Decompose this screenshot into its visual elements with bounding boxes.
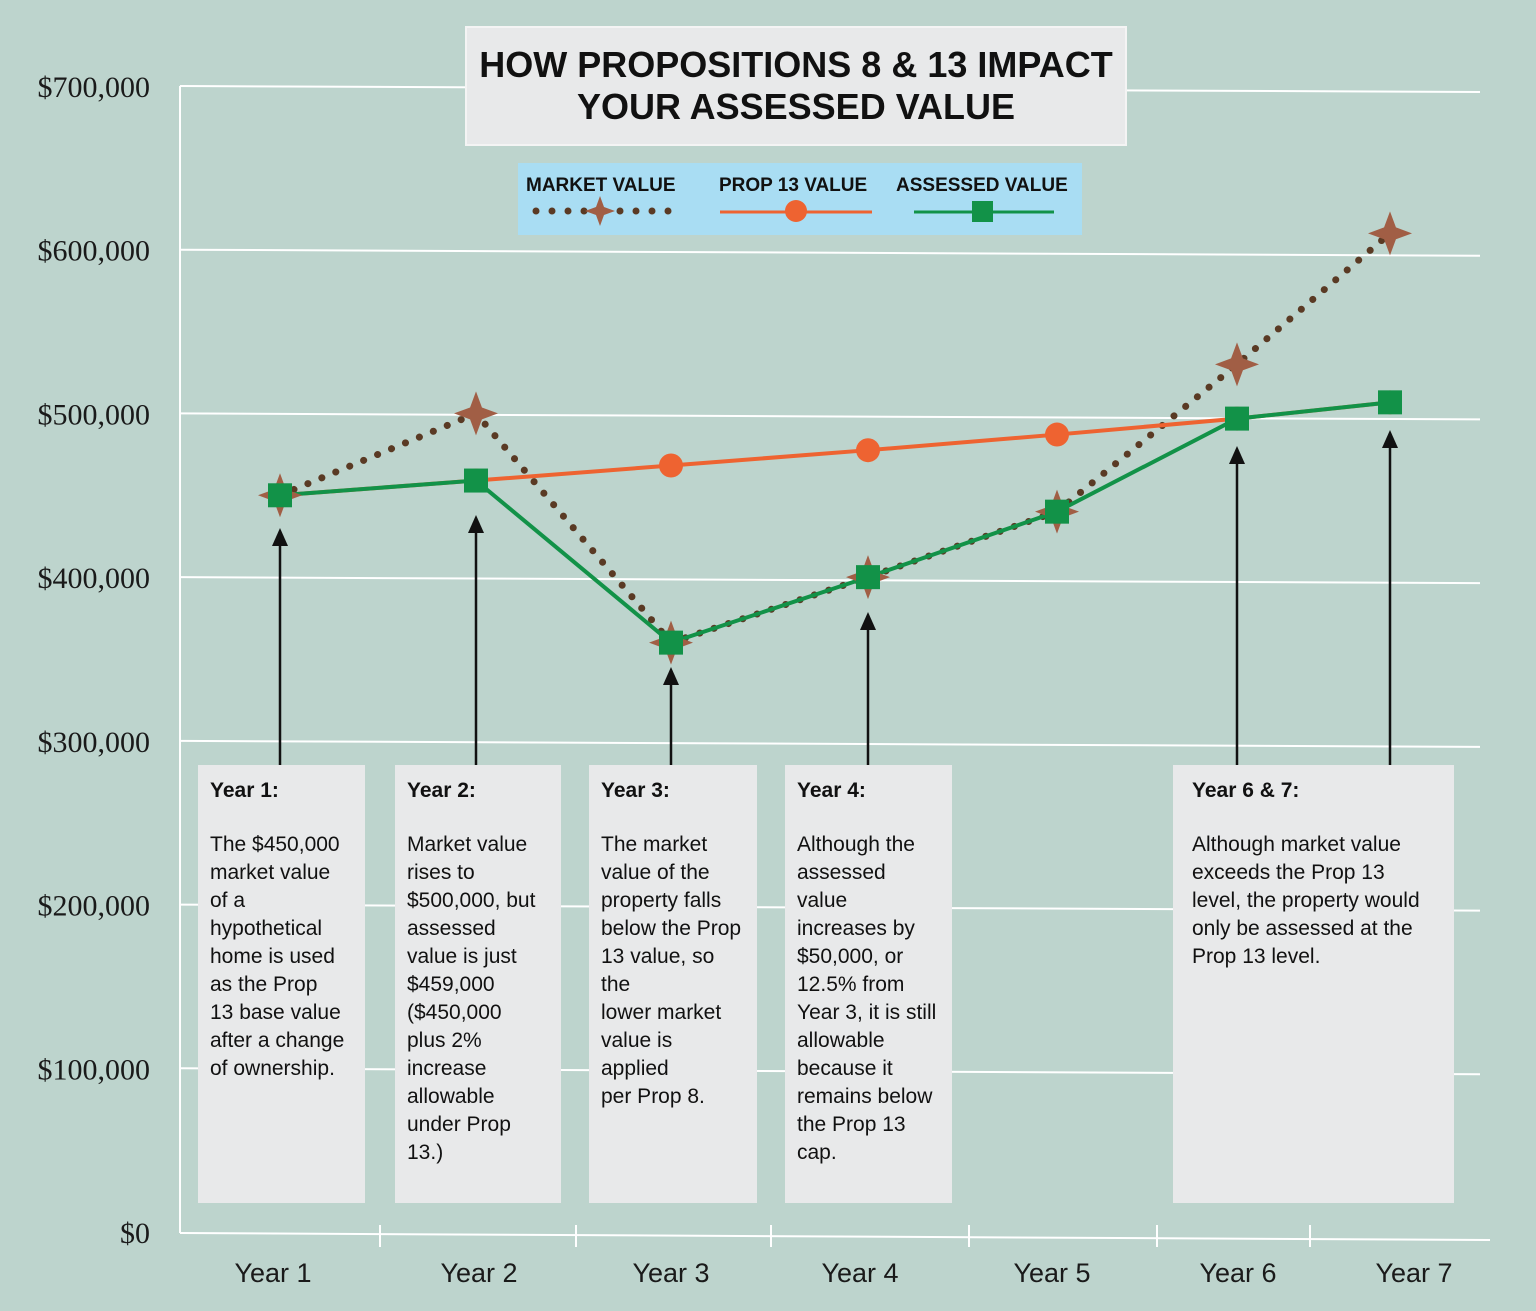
x-tick-label: Year 7 — [1375, 1258, 1452, 1288]
note-heading: Year 6 & 7: — [1192, 779, 1300, 802]
arrowhead-icon — [1229, 446, 1245, 464]
assessed-point — [659, 630, 683, 655]
legend-label-prop13: PROP 13 VALUE — [719, 175, 868, 196]
assessed-point — [1225, 406, 1249, 431]
y-tick-label: $400,000 — [38, 562, 151, 595]
assessed-point — [464, 468, 488, 493]
note-heading: Year 1: — [210, 779, 279, 802]
note-body: Market value rises to $500,000, but asse… — [407, 833, 536, 1164]
square-icon — [972, 201, 993, 222]
gridline — [179, 739, 1481, 748]
note-heading: Year 2: — [407, 779, 476, 802]
legend: MARKET VALUE PROP 13 VALUE ASSESSED VALU… — [518, 163, 1082, 235]
note-body: Although market value exceeds the Prop 1… — [1192, 833, 1420, 968]
x-axis — [179, 1232, 1491, 1241]
title-line-1: HOW PROPOSITIONS 8 & 13 IMPACT — [479, 44, 1113, 85]
y-tick-label: $500,000 — [38, 398, 151, 431]
market-point — [1368, 211, 1412, 256]
note-year-3: Year 3: The market value of the property… — [589, 765, 757, 1203]
note-body: Although the assessed value increases by… — [797, 833, 937, 1164]
prop13-point — [1045, 422, 1069, 447]
title-line-2: YOUR ASSESSED VALUE — [576, 86, 1016, 127]
note-year-4: Year 4: Although the assessed value incr… — [785, 765, 952, 1203]
chart-title: HOW PROPOSITIONS 8 & 13 IMPACT YOUR ASSE… — [465, 26, 1127, 146]
assessed-point — [268, 483, 292, 508]
gridline — [179, 576, 1481, 585]
x-tick-label: Year 6 — [1199, 1258, 1276, 1288]
series — [258, 211, 1412, 665]
legend-swatch-assessed — [914, 201, 1054, 222]
y-axis-ticks: $0 $100,000 $200,000 $300,000 $400,000 $500,0… — [38, 71, 151, 1250]
x-tick-label: Year 4 — [821, 1258, 898, 1288]
legend-swatches — [532, 196, 1054, 226]
series-line-assessed — [279, 400, 1391, 645]
y-tick-label: $600,000 — [38, 235, 151, 268]
assessed-point — [1378, 390, 1402, 415]
legend-swatch-prop13 — [720, 200, 872, 222]
prop13-point — [659, 453, 683, 478]
assessed-point — [1045, 499, 1069, 524]
axes — [179, 86, 1491, 1247]
legend-label-market: MARKET VALUE — [526, 175, 676, 196]
x-axis-ticks: Year 1 Year 2 Year 3 Year 4 Year 5 Year 6 Year… — [234, 1258, 1452, 1288]
legend-label-assessed: ASSESSED VALUE — [896, 175, 1068, 196]
x-tick-label: Year 3 — [632, 1258, 709, 1288]
star-icon — [585, 196, 615, 226]
arrowhead-icon — [272, 528, 288, 546]
gridline — [179, 412, 1481, 421]
note-year-2: Year 2: Market value rises to $500,000, … — [395, 765, 561, 1203]
y-tick-label: $200,000 — [38, 890, 151, 923]
legend-swatch-market — [532, 196, 672, 226]
gridline — [179, 248, 1481, 257]
callout-arrows — [272, 430, 1398, 765]
note-year-6-7: Year 6 & 7: Although market value exceed… — [1173, 765, 1454, 1203]
y-tick-label: $100,000 — [38, 1053, 151, 1086]
y-tick-label: $300,000 — [38, 726, 151, 759]
arrowhead-icon — [1382, 430, 1398, 448]
y-tick-label: $700,000 — [38, 71, 151, 104]
circle-icon — [785, 200, 807, 222]
y-tick-label: $0 — [120, 1217, 150, 1250]
x-tick-label: Year 1 — [234, 1258, 311, 1288]
note-year-1: Year 1: The $450,000 market value of a h… — [198, 765, 365, 1203]
x-tick-label: Year 2 — [440, 1258, 517, 1288]
note-heading: Year 4: — [797, 779, 866, 802]
arrowhead-icon — [860, 612, 876, 630]
market-point — [454, 391, 498, 436]
note-body: The $450,000 market value of a hypotheti… — [210, 833, 345, 1080]
assessed-point — [856, 565, 880, 590]
x-tick-label: Year 5 — [1013, 1258, 1090, 1288]
note-heading: Year 3: — [601, 779, 670, 802]
arrowhead-icon — [468, 515, 484, 533]
note-body: The market value of the property falls b… — [601, 833, 742, 1108]
arrowhead-icon — [663, 667, 679, 685]
prop13-point — [856, 438, 880, 463]
market-point — [1215, 342, 1259, 387]
